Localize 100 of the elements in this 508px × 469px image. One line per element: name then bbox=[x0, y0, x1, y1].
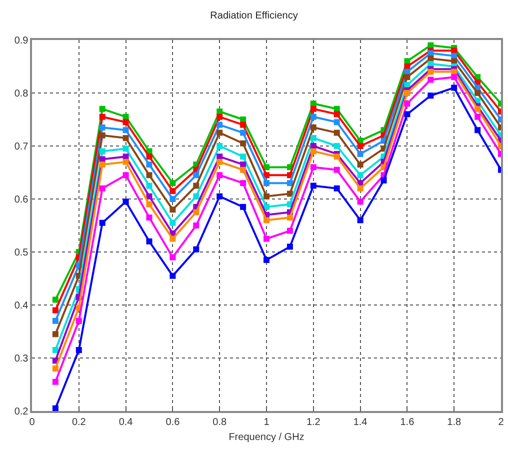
point bbox=[146, 182, 152, 189]
point bbox=[310, 106, 316, 112]
point bbox=[404, 100, 410, 107]
point bbox=[52, 318, 58, 324]
point bbox=[216, 193, 223, 200]
point bbox=[404, 111, 410, 118]
point bbox=[334, 166, 340, 173]
y-tick-label: 0.4 bbox=[14, 300, 29, 312]
point bbox=[122, 135, 129, 142]
x-tick-label: 2 bbox=[498, 416, 504, 428]
point bbox=[357, 162, 364, 168]
point bbox=[52, 366, 58, 372]
point bbox=[334, 154, 340, 160]
point bbox=[216, 158, 223, 165]
x-axis-title: Frequency / GHz bbox=[228, 432, 304, 443]
point bbox=[428, 76, 434, 83]
point bbox=[146, 238, 152, 244]
point bbox=[404, 74, 410, 80]
point bbox=[99, 114, 106, 120]
point bbox=[264, 256, 270, 263]
y-tick-label: 0.5 bbox=[14, 248, 29, 258]
x-tick-label: 0.8 bbox=[212, 416, 227, 428]
y-tick-label: 0.2 bbox=[14, 406, 29, 418]
point bbox=[240, 162, 246, 168]
point bbox=[146, 172, 152, 178]
point bbox=[451, 58, 458, 64]
point bbox=[99, 220, 106, 226]
point bbox=[334, 119, 340, 126]
point bbox=[52, 378, 58, 385]
point bbox=[264, 236, 270, 242]
point bbox=[76, 318, 82, 324]
point bbox=[286, 214, 293, 221]
point bbox=[52, 331, 58, 338]
x-tick-label: 1 bbox=[264, 416, 270, 428]
point bbox=[404, 58, 410, 64]
point bbox=[122, 119, 129, 126]
point bbox=[264, 193, 270, 200]
point bbox=[122, 154, 129, 160]
x-tick-label: 0.4 bbox=[118, 416, 134, 428]
point bbox=[122, 172, 129, 178]
point bbox=[146, 154, 152, 160]
point bbox=[334, 185, 340, 192]
point bbox=[451, 74, 458, 80]
point bbox=[310, 143, 316, 149]
point bbox=[240, 180, 246, 186]
point bbox=[428, 56, 434, 62]
point bbox=[240, 154, 246, 160]
point bbox=[193, 246, 200, 252]
point bbox=[334, 143, 340, 149]
point bbox=[404, 64, 410, 70]
point bbox=[240, 116, 246, 122]
point bbox=[474, 114, 481, 120]
point bbox=[52, 347, 58, 354]
point bbox=[357, 150, 364, 157]
point bbox=[122, 198, 129, 205]
point bbox=[99, 124, 106, 130]
point bbox=[357, 143, 364, 149]
point bbox=[170, 236, 176, 242]
point bbox=[122, 158, 129, 165]
chart-title: Radiation Efficiency bbox=[210, 10, 298, 22]
point bbox=[146, 201, 152, 208]
point bbox=[193, 193, 200, 200]
point bbox=[193, 222, 200, 228]
point bbox=[404, 82, 410, 88]
point bbox=[240, 204, 246, 210]
point bbox=[474, 90, 481, 96]
point bbox=[240, 130, 246, 136]
point bbox=[357, 217, 364, 224]
point bbox=[357, 198, 364, 205]
y-tick-label: 0.6 bbox=[14, 194, 29, 206]
point bbox=[99, 106, 106, 112]
x-tick-label: 0 bbox=[29, 416, 36, 428]
point bbox=[216, 114, 223, 120]
point bbox=[216, 122, 223, 128]
point bbox=[122, 127, 129, 134]
point bbox=[310, 135, 316, 142]
x-tick-label: 0.2 bbox=[72, 416, 86, 428]
point bbox=[170, 272, 176, 279]
point bbox=[380, 177, 387, 184]
point bbox=[264, 164, 270, 170]
point bbox=[451, 48, 458, 54]
point bbox=[357, 185, 364, 192]
point bbox=[99, 162, 106, 168]
point bbox=[310, 124, 316, 130]
point bbox=[428, 68, 434, 75]
point bbox=[52, 405, 58, 411]
point bbox=[146, 214, 152, 221]
point bbox=[170, 254, 176, 260]
point bbox=[146, 162, 152, 168]
point bbox=[99, 148, 106, 154]
x-tick-label: 1.2 bbox=[306, 416, 321, 428]
point bbox=[52, 307, 58, 314]
point bbox=[240, 122, 246, 128]
point bbox=[451, 84, 458, 91]
point bbox=[99, 132, 106, 138]
point bbox=[170, 180, 176, 186]
point bbox=[474, 106, 481, 112]
point bbox=[99, 185, 106, 192]
y-tick-label: 0.3 bbox=[14, 354, 29, 364]
point bbox=[264, 172, 270, 178]
